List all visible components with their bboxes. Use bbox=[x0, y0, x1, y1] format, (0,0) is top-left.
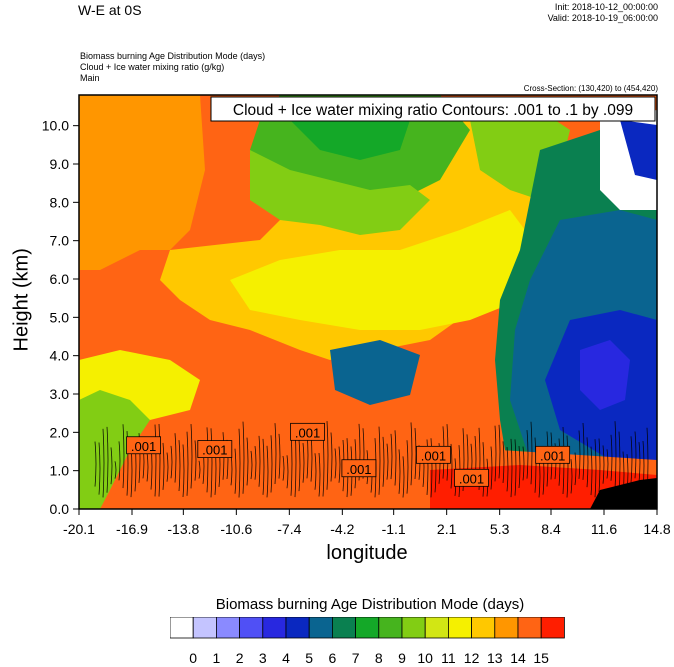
x-tick-label: -4.2 bbox=[330, 521, 354, 537]
contour-label-box bbox=[210, 96, 656, 122]
colorbar-tick-label: 3 bbox=[258, 650, 267, 666]
x-tick-label: 14.8 bbox=[643, 521, 670, 537]
field-note-cloud: Cloud + Ice water mixing ratio (g/kg) bbox=[80, 62, 225, 72]
colorbar-tick-label: 12 bbox=[463, 650, 480, 666]
y-tick-label: 2.0 bbox=[50, 424, 70, 440]
contour-label: Cloud + Ice water mixing ratio Contours:… bbox=[233, 102, 633, 119]
y-axis-label: Height (km) bbox=[10, 248, 33, 352]
chart-title: W-E at 0S bbox=[78, 2, 142, 18]
x-tick-label: 11.6 bbox=[591, 521, 617, 537]
y-tick-label: 4.0 bbox=[50, 348, 70, 364]
x-tick-label: 8.4 bbox=[541, 521, 561, 537]
colorbar-swatch bbox=[494, 617, 519, 639]
colorbar-tick-label: 13 bbox=[487, 650, 503, 666]
contour-tag: .001 bbox=[421, 448, 446, 463]
colorbar bbox=[170, 617, 565, 639]
contour-tag: .001 bbox=[202, 443, 227, 458]
cross-section-label: Cross-Section: (130,420) to (454,420) bbox=[523, 84, 658, 93]
contour-tag-box bbox=[454, 468, 489, 487]
colorbar-tick-label: 1 bbox=[212, 650, 221, 666]
y-tick-label: 5.0 bbox=[50, 309, 70, 325]
colorbar-tick-label: 4 bbox=[282, 650, 290, 666]
colorbar-swatch bbox=[424, 617, 449, 639]
contour-tag-box bbox=[290, 422, 325, 441]
colorbar-swatch bbox=[355, 617, 380, 639]
x-tick-label: -7.4 bbox=[277, 521, 301, 537]
colorbar-tick-label: 2 bbox=[235, 650, 244, 666]
contour-tag-box bbox=[197, 440, 233, 458]
contour-layer: .001 .001 .001 .001 .001 .001 .001 bbox=[94, 421, 649, 498]
plot-area: .001.001.001.001.001.001.001 -20.1 -16.9-… bbox=[42, 94, 671, 537]
x-tick-label: -13.8 bbox=[167, 521, 199, 537]
colorbar-tick-label: 14 bbox=[510, 650, 526, 666]
valid-time: Valid: 2018-10-19_06:00:00 bbox=[547, 13, 658, 23]
contour-tag-box bbox=[126, 436, 161, 455]
contour-lines bbox=[94, 421, 649, 498]
colorbar-swatch bbox=[471, 617, 496, 639]
field-note-biomass: Biomass burning Age Distribution Mode (d… bbox=[80, 51, 266, 61]
colorbar-swatch bbox=[216, 617, 241, 639]
colorbar-swatch bbox=[192, 617, 217, 639]
colorbar-tick-label: 10 bbox=[417, 650, 433, 666]
contour-tag: .001 bbox=[346, 462, 371, 477]
contour-tag-box bbox=[416, 445, 451, 464]
colorbar-swatch bbox=[540, 617, 565, 639]
field-note-main: Main bbox=[80, 73, 100, 83]
colorbar-tick-label: 5 bbox=[305, 650, 314, 666]
y-tick-label: 1.0 bbox=[50, 463, 70, 479]
y-tick-label: 3.0 bbox=[50, 386, 70, 402]
colorbar-swatch bbox=[308, 617, 333, 639]
axes: -20.1 -16.9 -13.8 -10.6 -7.4 -4.2 -1.1 2.1 5.3 8.… bbox=[42, 118, 671, 537]
contour-tag: .001 bbox=[295, 425, 320, 440]
y-tick-label: 9.0 bbox=[50, 156, 70, 172]
x-tick-label: -16.9 bbox=[116, 521, 148, 537]
y-tick-label: 10.0 bbox=[42, 118, 69, 134]
contour-tag: .001 bbox=[540, 448, 565, 463]
colorbar-swatch bbox=[401, 617, 426, 639]
contour-tag: .001 bbox=[459, 471, 484, 486]
contour-tag: .001 bbox=[131, 439, 156, 454]
colorbar-tick-label: 9 bbox=[398, 650, 406, 666]
init-time: Init: 2018-10-12_00:00:00 bbox=[554, 2, 658, 12]
shaded-field bbox=[79, 95, 657, 509]
colorbar-tick-label: 8 bbox=[374, 650, 383, 666]
colorbar-tick-label: 11 bbox=[441, 650, 456, 666]
colorbar-tick-label: 7 bbox=[351, 650, 360, 666]
colorbar-swatch bbox=[447, 617, 472, 639]
x-tick-label: -20.1 bbox=[63, 521, 95, 537]
x-tick-label: 2.1 bbox=[437, 521, 457, 537]
colorbar-title: Biomass burning Age Distribution Mode (d… bbox=[215, 596, 525, 613]
colorbar-swatch bbox=[285, 617, 310, 639]
colorbar-tick-label: 15 bbox=[533, 650, 549, 666]
contour-tag-box bbox=[341, 459, 377, 478]
colorbar-swatch bbox=[378, 617, 403, 639]
colorbar-tick-label: 6 bbox=[328, 650, 337, 666]
colorbar-swatch bbox=[262, 617, 287, 639]
colorbar-swatch bbox=[170, 617, 194, 639]
colorbar-tick-label: 0 bbox=[189, 650, 198, 666]
x-tick-label: -1.1 bbox=[382, 521, 406, 537]
colorbar-swatch bbox=[239, 617, 264, 639]
colorbar-swatch bbox=[331, 617, 356, 639]
y-tick-label: 7.0 bbox=[50, 233, 70, 249]
x-tick-label: -10.6 bbox=[220, 521, 252, 537]
x-tick-label: 5.3 bbox=[490, 521, 510, 537]
y-tick-label: 0.0 bbox=[50, 501, 70, 517]
y-tick-label: 8.0 bbox=[50, 194, 70, 210]
contour-tag-box bbox=[535, 445, 571, 464]
colorbar-swatch bbox=[517, 617, 542, 639]
y-tick-label: 6.0 bbox=[50, 271, 70, 287]
x-axis-label: longitude bbox=[326, 542, 408, 564]
